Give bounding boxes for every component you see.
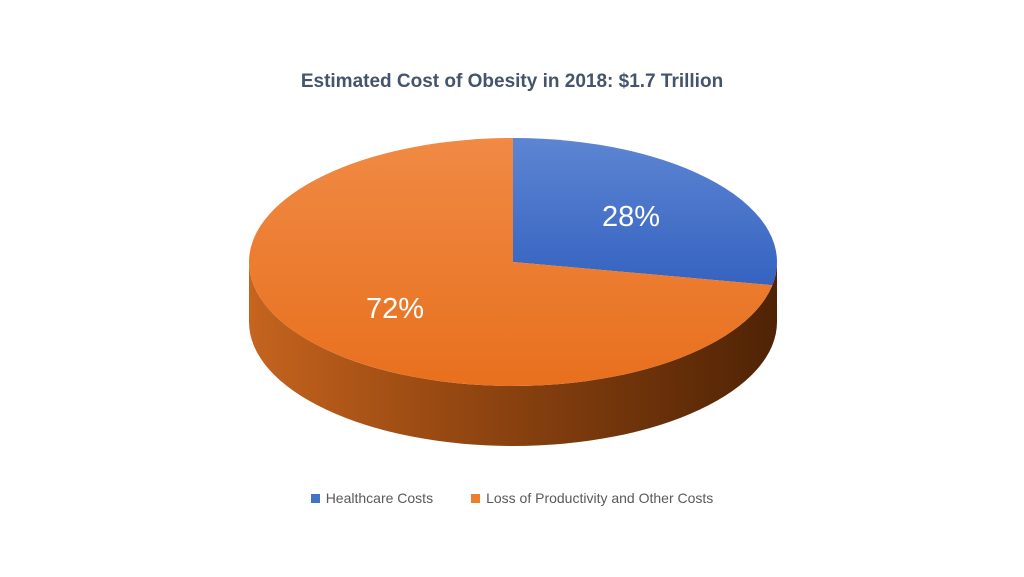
pie-slice-productivity xyxy=(248,138,773,387)
pie-slice-healthcare xyxy=(513,138,777,286)
chart-legend: Healthcare Costs Loss of Productivity an… xyxy=(0,490,1024,506)
data-label-productivity: 72% xyxy=(366,293,424,325)
data-label-healthcare: 28% xyxy=(602,201,660,233)
legend-label-healthcare: Healthcare Costs xyxy=(325,490,434,506)
legend-swatch-productivity xyxy=(471,493,481,503)
chart-title: Estimated Cost of Obesity in 2018: $1.7 … xyxy=(300,71,724,92)
pie-side-wall xyxy=(249,262,777,446)
legend-item-productivity: Loss of Productivity and Other Costs xyxy=(471,490,713,506)
legend-item-healthcare: Healthcare Costs xyxy=(310,490,434,506)
legend-label-productivity: Loss of Productivity and Other Costs xyxy=(486,490,714,506)
legend-swatch-healthcare xyxy=(310,493,320,503)
